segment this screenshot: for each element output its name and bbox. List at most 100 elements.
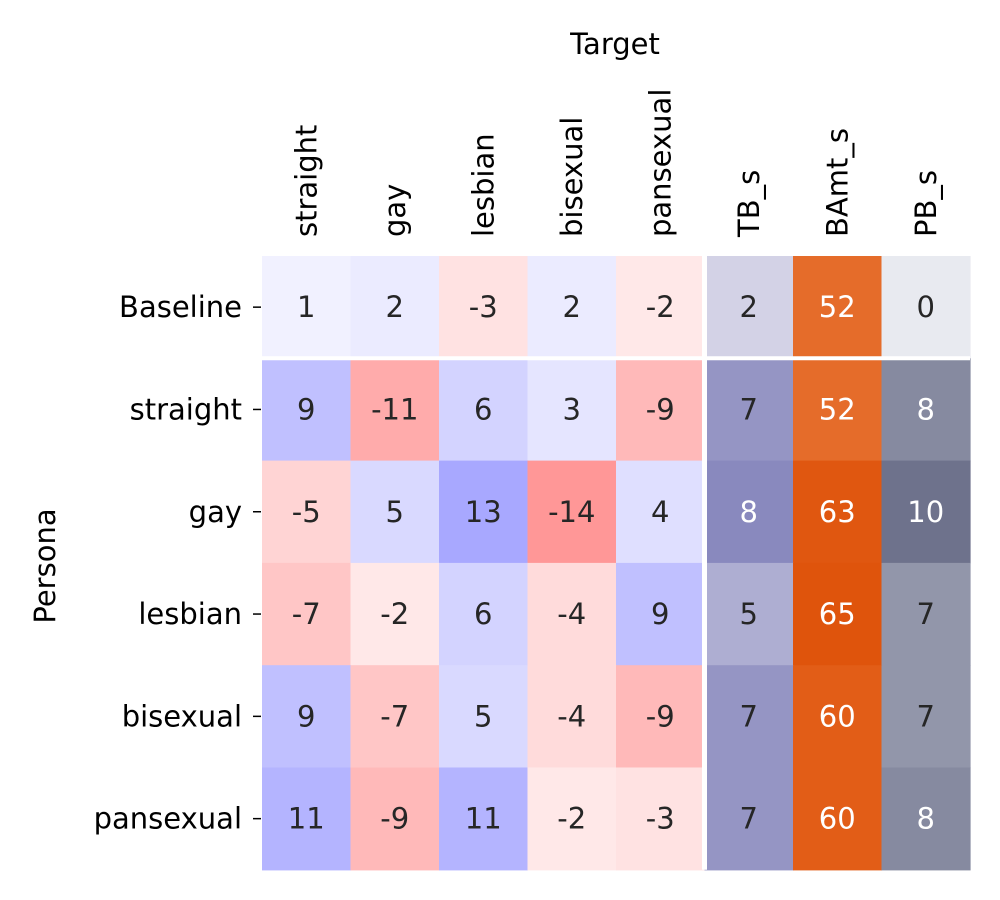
cell-value-label: 10 [907, 495, 944, 529]
heatmap-cell [262, 665, 352, 769]
heatmap-cell [616, 256, 706, 359]
cell-value-label: 6 [474, 597, 492, 631]
row-tick-label: gay [189, 495, 242, 529]
column-tick-label: PB_s [909, 170, 943, 237]
heatmap-cell [439, 460, 529, 564]
cell-value-label: 5 [740, 597, 758, 631]
heatmap-cells [262, 256, 971, 871]
cell-value-label: 13 [465, 495, 502, 529]
column-tick-label: pansexual [643, 89, 677, 237]
column-tick-label: bisexual [555, 117, 589, 237]
heatmap-cell-labels: 1 2 -3 2 -2 2 52 09 -11 6 3 -9 7 52 8-5 5 13 -14 4 8 63 10-7-… [288, 290, 944, 836]
cell-value-label: -3 [469, 290, 498, 324]
cell-value-label: 2 [563, 290, 581, 324]
row-tick-label: bisexual [122, 699, 242, 733]
cell-value-label: 60 [819, 802, 856, 836]
cell-value-label: -4 [557, 699, 586, 733]
x-axis-title: Target [569, 27, 660, 61]
cell-value-label: 6 [474, 392, 492, 426]
heatmap-cell [262, 358, 352, 462]
heatmap-cell [439, 767, 529, 871]
column-tick-label: gay [378, 184, 412, 237]
heatmap-cell [616, 460, 706, 564]
row-tick-label: lesbian [138, 597, 242, 631]
cell-value-label: 0 [917, 290, 935, 324]
cell-value-label: -2 [557, 802, 586, 836]
heatmap-cell [881, 767, 971, 871]
heatmap-cell [704, 665, 794, 769]
cell-value-label: 11 [465, 802, 502, 836]
heatmap-cell [262, 256, 352, 359]
cell-value-label: 7 [917, 597, 935, 631]
column-tick-label: TB_s [732, 170, 766, 238]
row-tick-label: straight [130, 392, 242, 426]
cell-value-label: -2 [646, 290, 675, 324]
column-tick-labels: straight gay lesbian bisexual pansexual TB_s B… [289, 89, 943, 238]
cell-value-label: 65 [819, 597, 856, 631]
heatmap-cell [350, 665, 440, 769]
heatmap-separators [262, 256, 970, 870]
y-axis-title: Persona [28, 508, 62, 623]
cell-value-label: 4 [651, 495, 669, 529]
row-tick-label: Baseline [119, 290, 242, 324]
heatmap-cell [262, 767, 352, 871]
cell-value-label: 8 [740, 495, 758, 529]
heatmap-cell [350, 562, 440, 666]
heatmap-cell [704, 460, 794, 564]
cell-value-label: -2 [380, 597, 409, 631]
cell-value-label: 2 [740, 290, 758, 324]
heatmap-cell [616, 767, 706, 871]
heatmap-cell [793, 665, 883, 769]
heatmap-cell [881, 562, 971, 666]
cell-value-label: 2 [386, 290, 404, 324]
cell-value-label: -14 [548, 495, 595, 529]
heatmap-cell [527, 665, 617, 769]
heatmap-cell [262, 460, 352, 564]
heatmap-cell [793, 767, 883, 871]
heatmap-cell [793, 460, 883, 564]
heatmap-cell [616, 562, 706, 666]
heatmap-cell [704, 767, 794, 871]
cell-value-label: -3 [646, 802, 675, 836]
cell-value-label: 52 [819, 290, 856, 324]
column-tick-label: BAmt_s [820, 128, 854, 237]
cell-value-label: 3 [563, 392, 581, 426]
heatmap-cell [527, 767, 617, 871]
cell-value-label: -7 [292, 597, 321, 631]
heatmap-cell [881, 358, 971, 462]
cell-value-label: -9 [380, 802, 409, 836]
cell-value-label: 8 [917, 802, 935, 836]
cell-value-label: -5 [292, 495, 321, 529]
cell-value-label: 60 [819, 699, 856, 733]
heatmap-cell [350, 767, 440, 871]
heatmap-cell [350, 256, 440, 359]
cell-value-label: -9 [646, 392, 675, 426]
heatmap-cell [527, 562, 617, 666]
heatmap-cell [350, 358, 440, 462]
heatmap-cell [527, 460, 617, 564]
cell-value-label: -9 [646, 699, 675, 733]
cell-value-label: 7 [740, 802, 758, 836]
heatmap-cell [793, 562, 883, 666]
column-tick-label: lesbian [466, 133, 500, 237]
cell-value-label: -11 [371, 392, 418, 426]
cell-value-label: 9 [297, 392, 315, 426]
cell-value-label: -4 [557, 597, 586, 631]
cell-value-label: 52 [819, 392, 856, 426]
row-tick-label: pansexual [94, 802, 242, 836]
cell-value-label: 8 [917, 392, 935, 426]
heatmap-cell [439, 256, 529, 359]
heatmap-cell [616, 358, 706, 462]
heatmap-cell [704, 256, 794, 359]
heatmap-cell [439, 665, 529, 769]
heatmap-cell [793, 256, 883, 359]
cell-value-label: 9 [297, 699, 315, 733]
heatmap-cell [439, 562, 529, 666]
heatmap-cell [262, 562, 352, 666]
cell-value-label: 9 [651, 597, 669, 631]
heatmap-cell [439, 358, 529, 462]
heatmap-cell [881, 665, 971, 769]
cell-value-label: 5 [386, 495, 404, 529]
cell-value-label: 1 [297, 290, 315, 324]
